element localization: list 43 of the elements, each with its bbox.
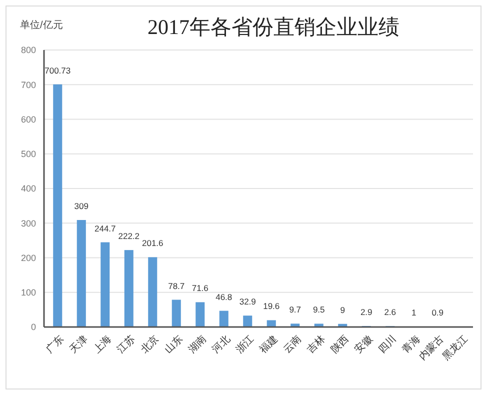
x-tick-label: 吉林 <box>304 333 328 356</box>
data-label: 0.9 <box>432 308 444 318</box>
x-tick-label: 湖南 <box>186 333 209 356</box>
x-tick-label: 北京 <box>138 333 162 356</box>
data-label: 9.5 <box>312 304 326 315</box>
x-tick-label: 福建 <box>257 333 280 356</box>
data-label: 32.9 <box>239 296 256 307</box>
data-label: 19.6 <box>263 301 280 312</box>
y-tick-label: 400 <box>20 184 36 194</box>
data-label: 309 <box>74 201 89 212</box>
y-tick-label: 600 <box>20 114 36 124</box>
y-tick-label: 300 <box>20 218 36 228</box>
data-label: 46.8 <box>216 292 232 302</box>
x-tick-label: 安徽 <box>352 333 375 356</box>
data-label: 2.6 <box>384 307 396 318</box>
x-tick-label: 浙江 <box>234 333 256 356</box>
data-label: 1 <box>412 308 416 318</box>
y-tick-label: 200 <box>20 252 36 263</box>
x-tick-label: 天津 <box>67 333 90 356</box>
data-label: 244.7 <box>94 223 116 234</box>
x-tick-label: 江苏 <box>114 333 138 356</box>
data-label: 201.6 <box>142 238 164 248</box>
data-label: 2.9 <box>360 306 373 317</box>
x-tick-label: 四川 <box>376 333 399 356</box>
data-label: 700.73 <box>44 65 71 76</box>
y-tick-label: 500 <box>20 149 36 160</box>
x-tick-label: 上海 <box>91 333 114 356</box>
y-tick-label: 100 <box>20 288 36 298</box>
data-label: 9 <box>340 304 346 315</box>
data-label: 78.7 <box>168 280 185 291</box>
y-tick-label: 700 <box>20 80 36 90</box>
chart-title: 2017年各省份直销企业业绩 <box>148 15 400 39</box>
x-tick-label: 陕西 <box>328 333 352 356</box>
y-tick-label: 0 <box>30 322 36 332</box>
x-tick-label: 广东 <box>44 333 66 356</box>
y-axis-title: 单位/亿元 <box>20 19 63 31</box>
x-tick-label: 云南 <box>281 333 304 356</box>
y-tick-label: 800 <box>20 45 36 56</box>
x-tick-label: 河北 <box>210 333 232 356</box>
data-label: 9.7 <box>289 304 302 315</box>
data-label: 71.6 <box>192 283 209 294</box>
data-label: 222.2 <box>118 231 140 242</box>
x-tick-label: 山东 <box>162 333 185 356</box>
